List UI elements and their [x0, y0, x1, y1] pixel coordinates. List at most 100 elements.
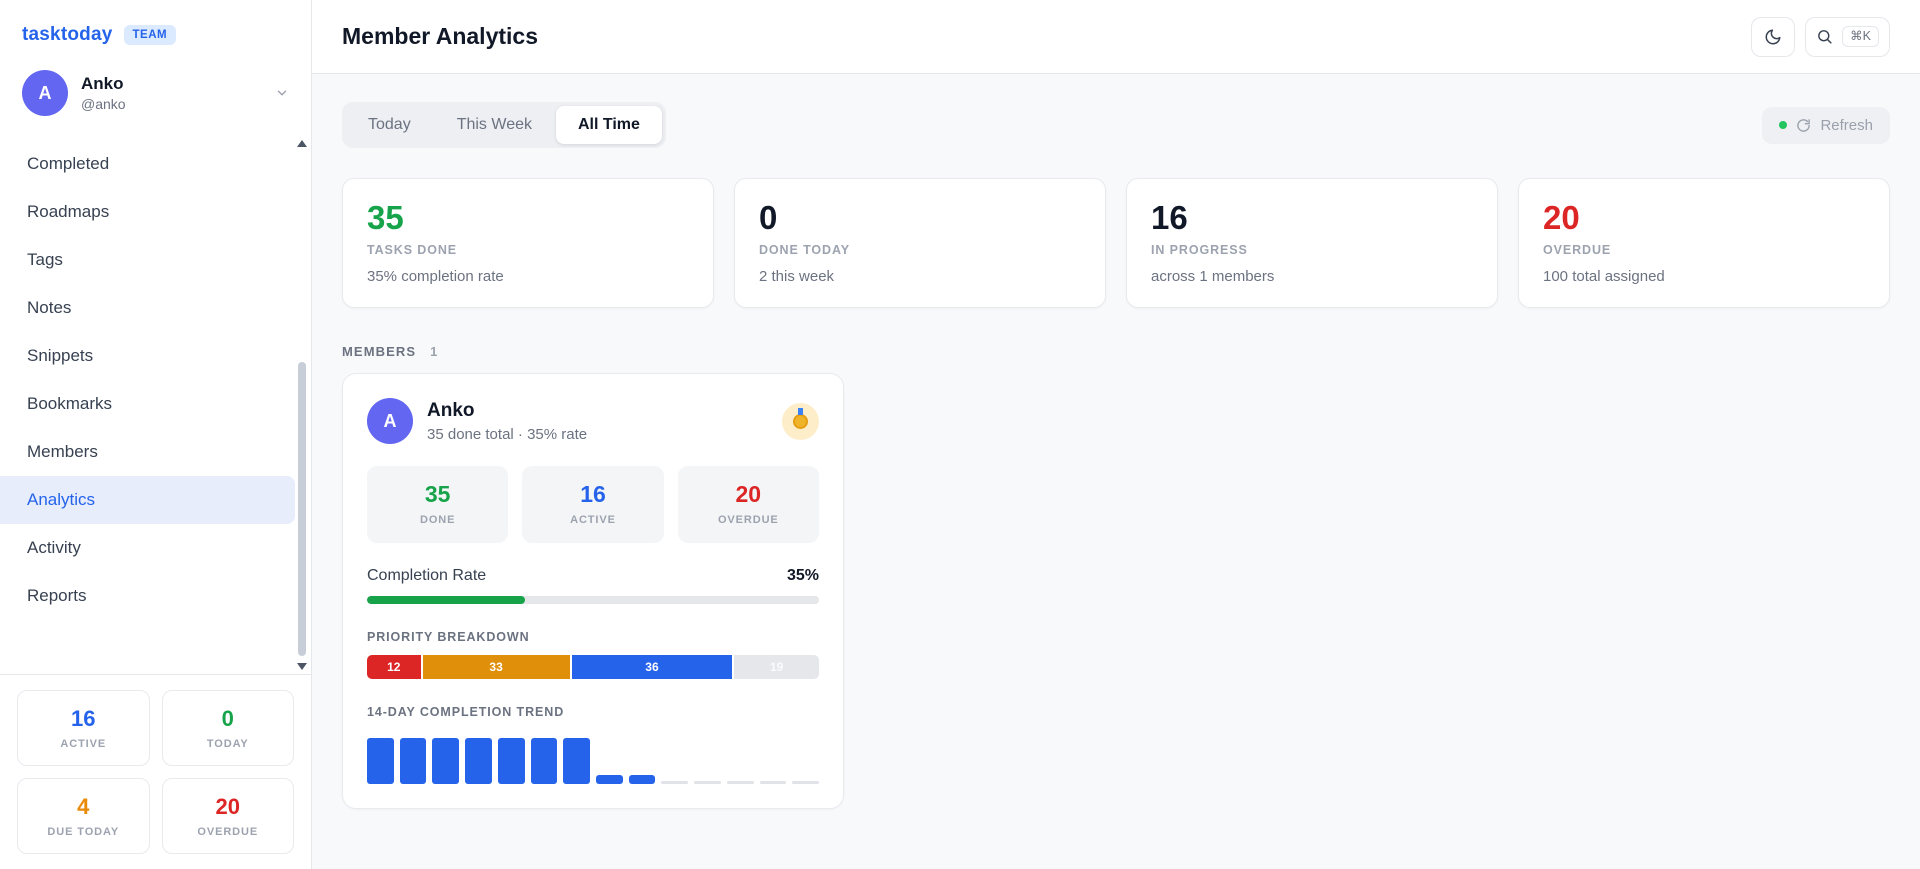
- trend-label: 14-DAY COMPLETION TREND: [367, 705, 565, 719]
- members-section-header: MEMBERS 1: [342, 344, 1890, 359]
- card-label: DONE TODAY: [759, 243, 850, 257]
- sidebar-item-roadmaps[interactable]: Roadmaps: [27, 202, 110, 221]
- summary-cards: 35 TASKS DONE 35% completion rate 0 DONE…: [342, 178, 1890, 308]
- stat-value: 20: [735, 481, 762, 507]
- trend-chart: [367, 732, 820, 784]
- footer-stat-due-today: 4 DUE TODAY: [17, 778, 150, 854]
- trend-bar: [726, 781, 754, 784]
- theme-toggle-button[interactable]: [1751, 16, 1796, 57]
- member-meta: Anko 35 done total · 35% rate: [427, 400, 587, 443]
- header-actions: ⌘K: [1751, 16, 1890, 57]
- sidebar-item-snippets[interactable]: Snippets: [27, 346, 94, 365]
- toolbar: Today This Week All Time Refresh: [342, 102, 1890, 148]
- member-header: A Anko 35 done total · 35% rate: [367, 398, 819, 444]
- trend-bar: [759, 781, 787, 784]
- completion-progress-track: [367, 596, 819, 604]
- member-name: Anko: [427, 399, 475, 421]
- card-value: 0: [759, 199, 778, 236]
- sidebar-item-activity[interactable]: Activity: [27, 538, 81, 557]
- page-title: Member Analytics: [342, 23, 538, 49]
- trend-bar: [596, 775, 623, 784]
- sidebar-item-completed[interactable]: Completed: [27, 154, 110, 173]
- search-icon: [1816, 28, 1833, 45]
- stat-label: DUE TODAY: [47, 826, 120, 838]
- user-menu[interactable]: A Anko @anko: [0, 60, 311, 136]
- card-label: OVERDUE: [1543, 243, 1612, 257]
- sidebar-item-tags[interactable]: Tags: [27, 250, 63, 269]
- trend-bar: [399, 738, 427, 784]
- trend-bar: [628, 775, 656, 784]
- stat-label: TODAY: [206, 738, 249, 750]
- trend-bar: [792, 781, 820, 784]
- moon-icon: [1764, 28, 1782, 46]
- search-button[interactable]: ⌘K: [1805, 16, 1890, 57]
- stat-label: OVERDUE: [717, 514, 779, 526]
- scrollbar-thumb[interactable]: [298, 362, 306, 656]
- members-count: 1: [430, 344, 439, 359]
- trend-bar: [367, 738, 394, 784]
- priority-bar: 12 33 36 19: [367, 655, 819, 679]
- card-subtext: across 1 members: [1151, 268, 1275, 285]
- footer-stat-today: 0 TODAY: [161, 690, 294, 766]
- sidebar-item-members[interactable]: Members: [27, 442, 98, 461]
- member-avatar: A: [367, 398, 413, 444]
- tab-today[interactable]: Today: [346, 106, 433, 144]
- member-stats: 35 DONE 16 ACTIVE 20 OVERDUE: [367, 466, 819, 543]
- shortcut-badge: ⌘K: [1842, 26, 1879, 47]
- trend-bar: [497, 738, 525, 784]
- sidebar-item-notes[interactable]: Notes: [27, 298, 72, 317]
- card-done-today: 0 DONE TODAY 2 this week: [734, 178, 1106, 308]
- scroll-down-arrow-icon[interactable]: [297, 663, 307, 670]
- priority-breakdown-label: PRIORITY BREAKDOWN: [367, 630, 530, 644]
- stat-value: 16: [580, 481, 606, 507]
- team-badge: TEAM: [123, 25, 177, 45]
- sidebar-item-analytics[interactable]: Analytics: [0, 476, 295, 524]
- sidebar-footer-stats: 16 ACTIVE 0 TODAY 4 DUE TODAY 20 OVERDUE: [0, 674, 311, 869]
- scroll-up-arrow-icon[interactable]: [297, 140, 307, 147]
- sidebar-item-reports[interactable]: Reports: [27, 586, 87, 605]
- card-overdue: 20 OVERDUE 100 total assigned: [1518, 178, 1890, 308]
- footer-stat-overdue: 20 OVERDUE: [161, 778, 294, 854]
- user-name: Anko: [81, 74, 124, 93]
- main-area: Member Analytics ⌘K Today This Week All …: [312, 0, 1920, 869]
- sidebar: tasktoday TEAM A Anko @anko Completed Ro…: [0, 0, 312, 869]
- trend-bar: [694, 781, 721, 784]
- sidebar-nav: Completed Roadmaps Tags Notes Snippets B…: [0, 136, 311, 674]
- status-dot: [1779, 121, 1788, 129]
- card-subtext: 100 total assigned: [1543, 268, 1665, 285]
- priority-segment: 12: [367, 655, 421, 679]
- content-area: Today This Week All Time Refresh 35 TASK…: [312, 74, 1920, 869]
- stat-value: 35: [424, 481, 451, 507]
- tab-all-time[interactable]: All Time: [555, 106, 662, 144]
- sidebar-scrollbar[interactable]: [296, 138, 308, 672]
- card-in-progress: 16 IN PROGRESS across 1 members: [1126, 178, 1498, 308]
- stat-value: 0: [221, 706, 234, 731]
- members-section-label: MEMBERS: [342, 344, 417, 359]
- card-value: 35: [367, 199, 404, 236]
- avatar: A: [22, 70, 68, 116]
- footer-stat-active: 16 ACTIVE: [17, 690, 150, 766]
- member-stat-active: 16 ACTIVE: [522, 466, 664, 543]
- stat-value: 4: [77, 794, 90, 819]
- completion-progress-fill: [367, 596, 526, 604]
- trend-bar: [563, 738, 591, 784]
- sidebar-item-bookmarks[interactable]: Bookmarks: [27, 394, 113, 413]
- card-label: IN PROGRESS: [1151, 243, 1248, 257]
- priority-segment: 19: [734, 655, 819, 679]
- chevron-down-icon: [275, 86, 289, 100]
- medal-icon: [782, 402, 819, 440]
- user-handle: @anko: [81, 96, 126, 112]
- tab-this-week[interactable]: This Week: [435, 106, 554, 144]
- user-meta: Anko @anko: [81, 74, 126, 112]
- app-logo[interactable]: tasktoday: [22, 24, 113, 45]
- stat-label: DONE: [419, 514, 456, 526]
- refresh-label: Refresh: [1820, 116, 1873, 134]
- completion-rate-block: Completion Rate 35%: [367, 567, 819, 604]
- completion-rate-label: Completion Rate: [367, 567, 487, 584]
- time-range-tabs: Today This Week All Time: [342, 102, 666, 148]
- card-tasks-done: 35 TASKS DONE 35% completion rate: [342, 178, 714, 308]
- card-label: TASKS DONE: [367, 243, 458, 257]
- stat-value: 20: [215, 794, 240, 819]
- refresh-button[interactable]: Refresh: [1762, 106, 1890, 144]
- logo-row: tasktoday TEAM: [0, 0, 311, 60]
